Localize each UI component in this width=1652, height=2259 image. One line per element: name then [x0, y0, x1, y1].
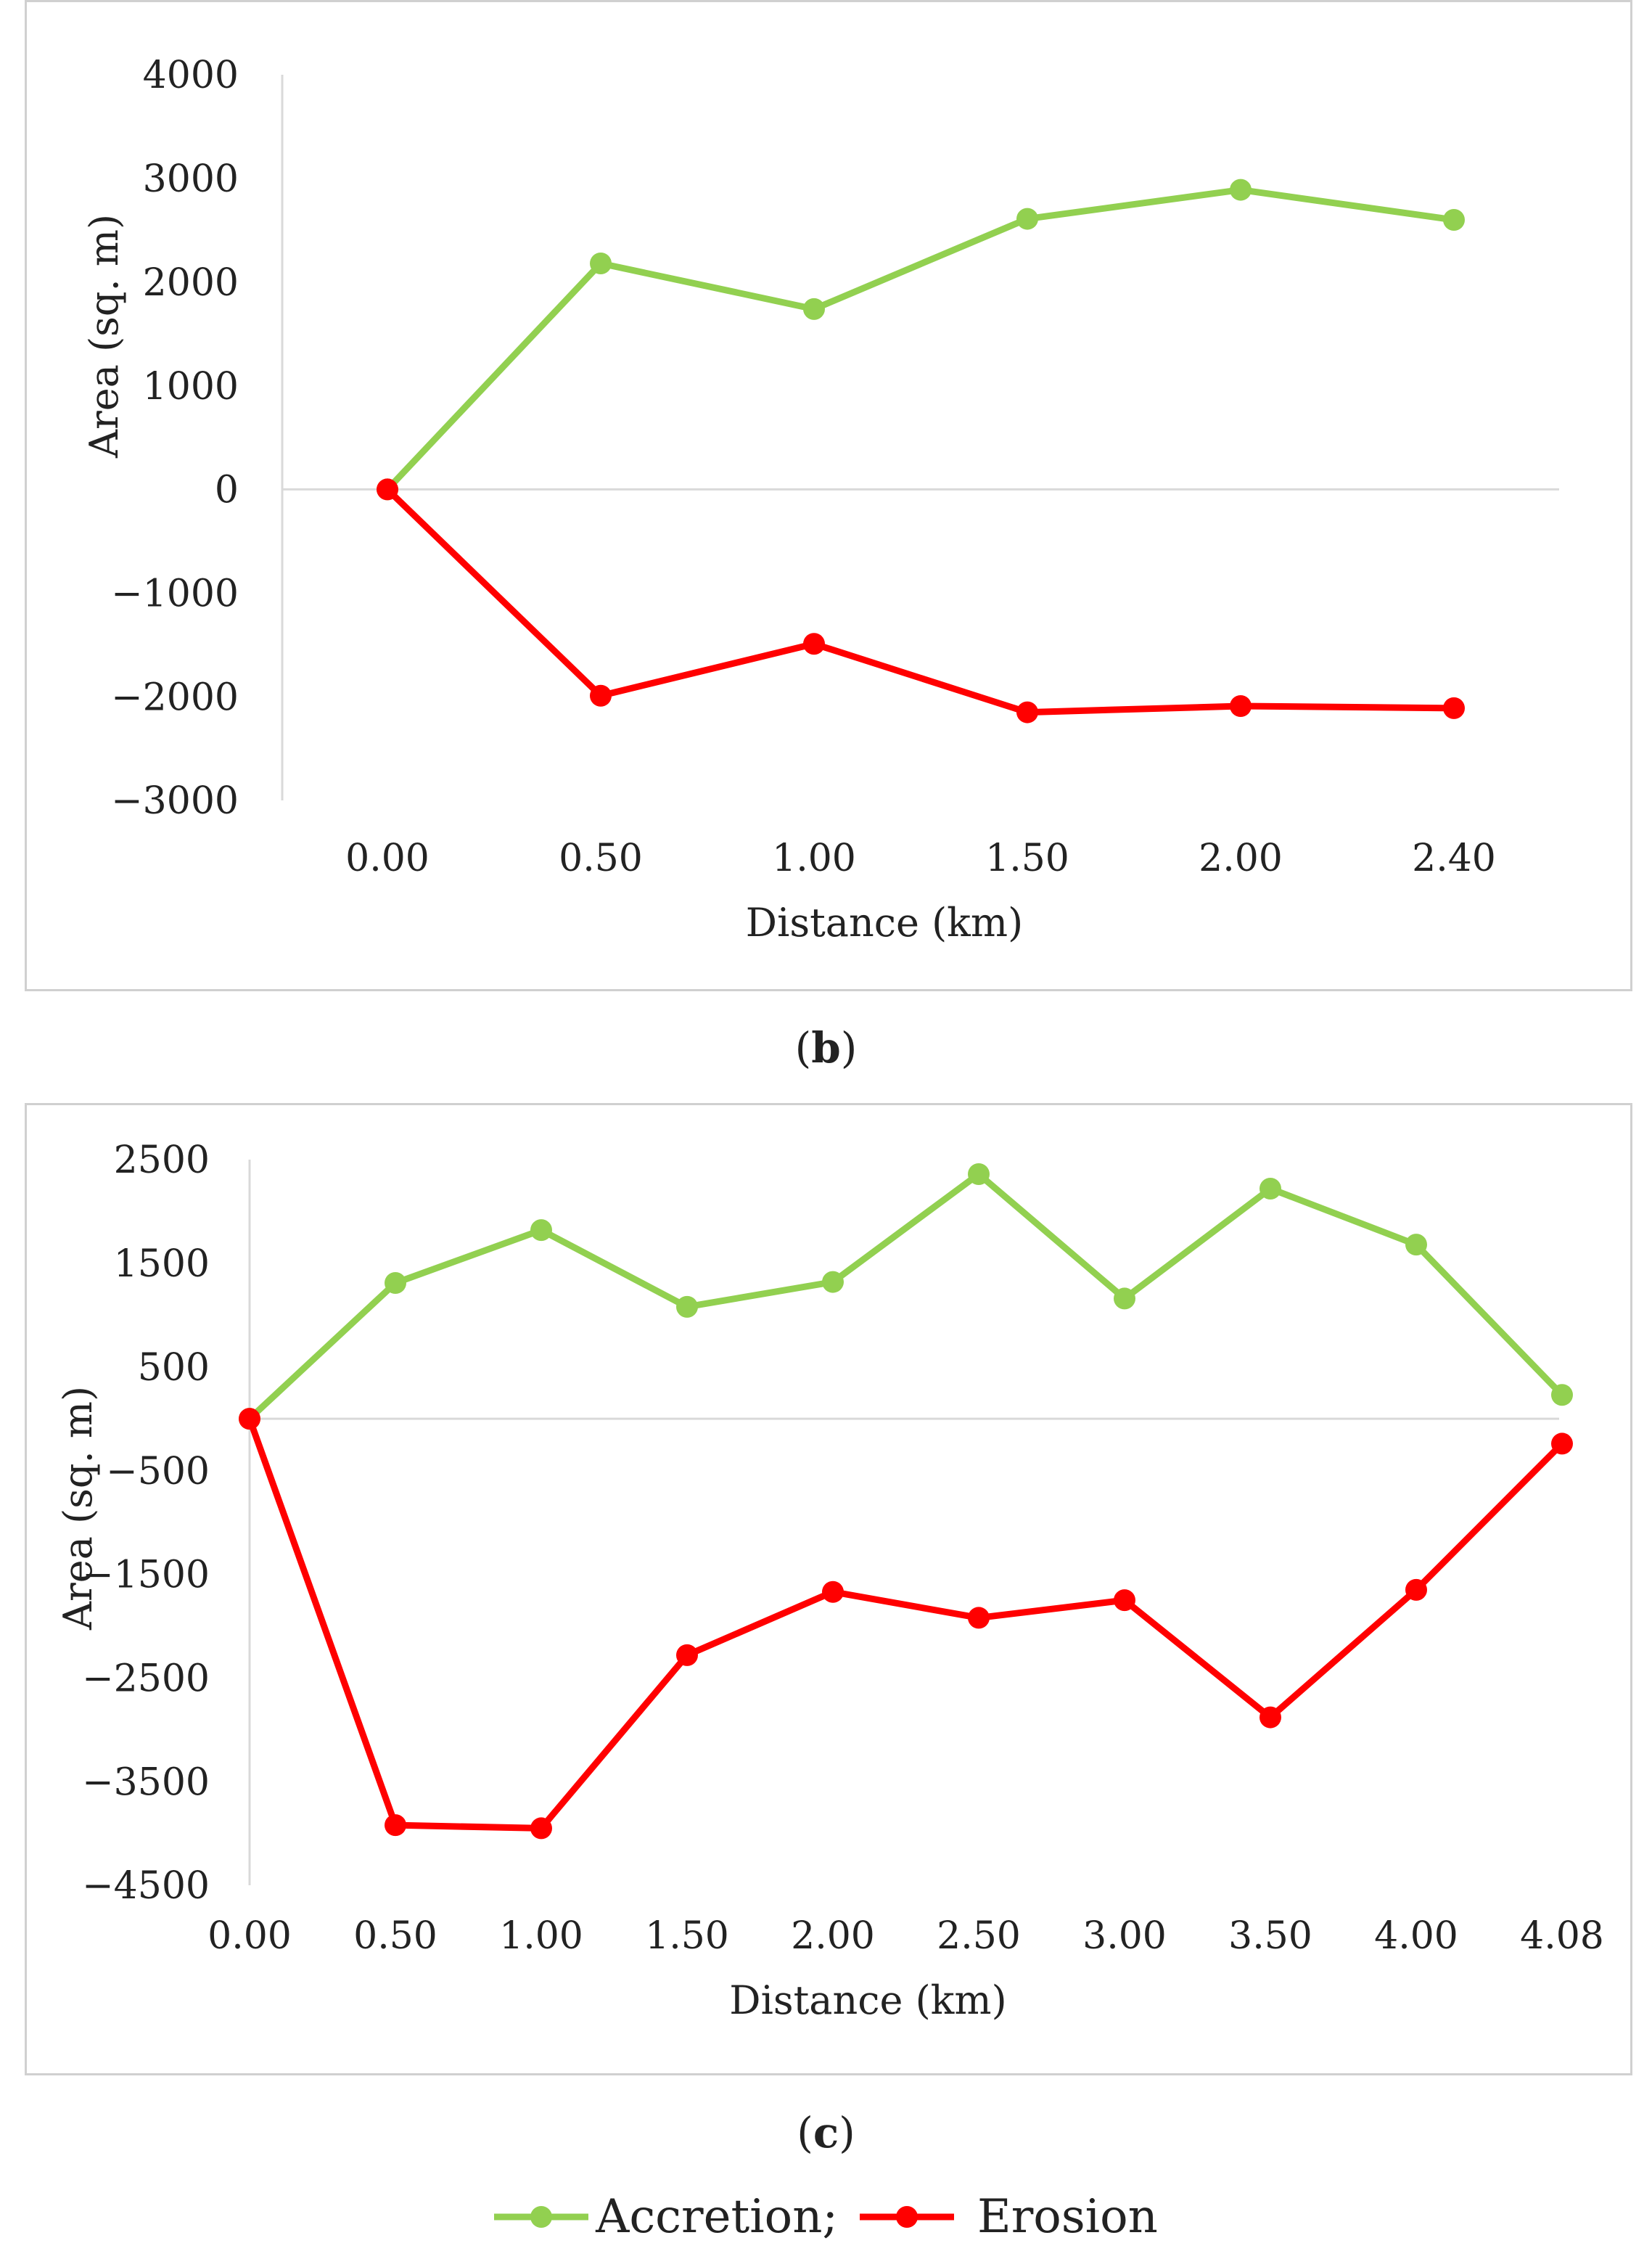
data-point-accretion-b — [803, 298, 825, 320]
y-tick-label-c: 2500 — [114, 1139, 210, 1182]
y-tick-label-c: −2500 — [82, 1657, 210, 1700]
x-tick-label-c: 0.00 — [207, 1914, 292, 1958]
x-tick-label-c: 1.50 — [645, 1914, 729, 1958]
data-point-erosion-c — [822, 1581, 844, 1603]
data-point-accretion-c — [1551, 1384, 1573, 1406]
series-line-erosion-c — [246, 1417, 1565, 1832]
y-tick-label-c: −1500 — [82, 1554, 210, 1597]
series-line-accretion-b — [385, 186, 1455, 492]
data-point-erosion-c — [968, 1607, 990, 1629]
data-point-accretion-b — [1016, 208, 1038, 230]
data-point-accretion-b — [590, 253, 612, 274]
y-tick-label-c: −3500 — [82, 1760, 210, 1804]
legend-item-erosion: Erosion — [859, 2190, 1158, 2244]
x-tick-label-c: 3.50 — [1228, 1914, 1312, 1958]
x-tick-label-b: 1.00 — [772, 837, 856, 880]
series-line-erosion-b — [385, 487, 1455, 716]
data-point-erosion-b — [1016, 701, 1038, 723]
data-point-accretion-b — [1230, 179, 1252, 201]
x-tick-label-c: 4.00 — [1374, 1914, 1458, 1958]
x-axis-label-c: Distance (km) — [729, 1977, 1006, 2023]
data-point-erosion-b — [590, 684, 612, 707]
y-tick-label-b: 4000 — [143, 54, 239, 97]
x-tick-label-b: 1.50 — [985, 837, 1069, 880]
caption-c-letter: c — [813, 2108, 839, 2157]
x-tick-label-b: 2.40 — [1412, 837, 1496, 880]
data-point-accretion-c — [530, 1219, 552, 1242]
series-line-accretion-c — [247, 1171, 1565, 1422]
data-point-erosion-c — [385, 1814, 406, 1837]
data-point-erosion-b — [803, 633, 825, 655]
x-tick-label-c: 1.00 — [499, 1914, 583, 1958]
data-point-erosion-b — [1443, 697, 1465, 719]
caption-b: (b) — [794, 1023, 858, 1073]
y-tick-label-c: 1500 — [114, 1242, 210, 1286]
y-tick-label-b: 2000 — [143, 261, 239, 305]
x-tick-label-b: 2.00 — [1199, 837, 1283, 880]
y-tick-label-b: −1000 — [111, 572, 239, 615]
x-axis-label-b: Distance (km) — [746, 900, 1023, 946]
data-point-erosion-c — [530, 1817, 552, 1840]
data-point-erosion-c — [239, 1408, 260, 1430]
data-point-erosion-c — [676, 1644, 698, 1666]
x-tick-label-b: 0.50 — [559, 837, 643, 880]
data-point-accretion-c — [1114, 1287, 1135, 1310]
y-tick-label-c: −500 — [106, 1450, 210, 1493]
y-tick-label-b: 0 — [215, 469, 239, 512]
y-tick-label-c: 500 — [138, 1346, 210, 1390]
data-point-erosion-c — [1405, 1578, 1427, 1601]
x-tick-label-c: 2.50 — [937, 1914, 1021, 1958]
data-point-erosion-b — [1230, 695, 1252, 717]
legend-accretion-label: Accretion; — [596, 2190, 838, 2244]
caption-b-letter: b — [811, 1023, 841, 1073]
x-tick-label-c: 0.50 — [353, 1914, 437, 1958]
legend-item-accretion: Accretion; — [494, 2190, 838, 2244]
data-point-accretion-c — [676, 1295, 698, 1318]
chart-b: 4000 3000 2000 1000 0 −1000 −2000 −3000 0.00 0.50… — [81, 54, 1559, 946]
legend-erosion-swatch — [859, 2206, 954, 2228]
x-tick-label-b: 0.00 — [345, 837, 430, 880]
y-axis-label-c: Area (sq. m) — [55, 1386, 101, 1631]
data-point-erosion-b — [377, 478, 398, 501]
chart-c: 2500 1500 500 −500 −1500 −2500 −3500 −4500 0.00 0… — [55, 1139, 1604, 2023]
legend-accretion-swatch — [494, 2206, 589, 2228]
x-tick-label-c: 3.00 — [1082, 1914, 1167, 1958]
data-point-erosion-c — [1114, 1589, 1135, 1612]
data-point-accretion-c — [968, 1163, 990, 1185]
data-point-accretion-b — [1443, 209, 1465, 231]
data-point-accretion-c — [1405, 1234, 1427, 1256]
y-tick-label-b: 3000 — [143, 157, 239, 201]
x-tick-label-c: 2.00 — [791, 1914, 875, 1958]
data-point-accretion-c — [1259, 1178, 1281, 1200]
data-point-accretion-c — [385, 1272, 406, 1294]
data-point-erosion-c — [1259, 1706, 1281, 1729]
y-axis-label-b: Area (sq. m) — [81, 214, 127, 459]
y-tick-label-b: −3000 — [111, 779, 239, 823]
y-tick-label-b: 1000 — [143, 365, 239, 409]
y-tick-label-b: −2000 — [111, 676, 239, 719]
data-point-erosion-c — [1551, 1432, 1573, 1455]
caption-c: (c) — [797, 2108, 855, 2157]
chart-b-frame — [25, 0, 1632, 991]
y-tick-label-c: −4500 — [82, 1864, 210, 1908]
data-point-accretion-c — [822, 1271, 844, 1293]
x-tick-label-c: 4.08 — [1520, 1914, 1604, 1958]
legend-erosion-label: Erosion — [977, 2190, 1158, 2244]
legend: Accretion; Erosion — [0, 2190, 1652, 2244]
